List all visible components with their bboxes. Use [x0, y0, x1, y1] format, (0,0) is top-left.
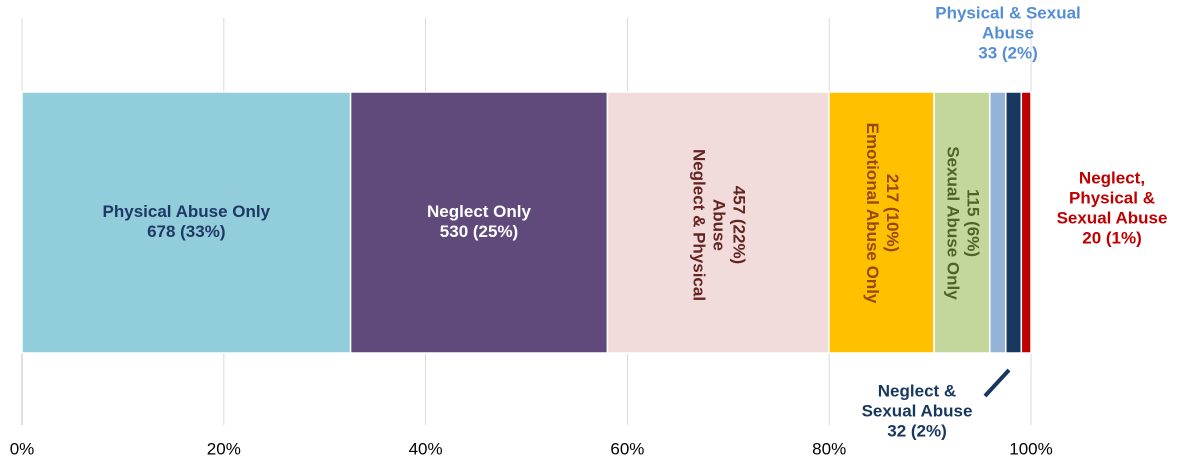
x-tick-label: 0% — [10, 439, 35, 458]
label-neglect-sexual-abuse: Neglect & Sexual Abuse 32 (2%) — [862, 381, 973, 440]
bar-sexual-abuse-only — [933, 91, 991, 354]
segment-labels: Physical Abuse Only 678 (33%) Neglect Only… — [103, 3, 1168, 440]
label-sexual-abuse-only: Sexual Abuse Only115 (6%) — [943, 146, 982, 300]
label-physical-abuse-only: Physical Abuse Only 678 (33%) — [103, 202, 271, 241]
bar-neglect-only — [349, 91, 609, 354]
bar-physical-abuse-only — [21, 91, 352, 354]
label-neglect-physical-abuse: Neglect & PhysicalAbuse457 (22%) — [690, 149, 749, 301]
bar-segments — [21, 91, 1032, 354]
x-tick-label: 60% — [610, 439, 644, 458]
bar-physical-sexual-abuse — [989, 91, 1007, 354]
x-tick-label: 80% — [812, 439, 846, 458]
label-emotional-abuse-only: Emotional Abuse Only217 (10%) — [863, 123, 902, 304]
leader-line — [983, 368, 1011, 398]
bar-neglect-sexual-abuse — [1005, 91, 1023, 354]
x-tick-label: 40% — [409, 439, 443, 458]
label-physical-sexual-abuse: Physical & Sexual Abuse 33 (2%) — [935, 3, 1081, 62]
label-neglect-physical-sexual-abuse: Neglect, Physical & Sexual Abuse 20 (1%) — [1057, 168, 1168, 247]
svg-text:Neglect & PhysicalAbuse457 (22: Neglect & PhysicalAbuse457 (22%) — [690, 149, 749, 301]
bar-emotional-abuse-only — [828, 91, 935, 354]
x-tick-label: 20% — [207, 439, 241, 458]
bar-neglect-physical-abuse — [606, 91, 830, 354]
svg-text:Sexual Abuse Only115 (6%): Sexual Abuse Only115 (6%) — [943, 146, 982, 300]
x-tick-label: 100% — [1009, 439, 1052, 458]
bar-neglect-physical-sexual-abuse — [1020, 91, 1032, 354]
label-neglect-only: Neglect Only 530 (25%) — [427, 202, 531, 241]
x-axis-ticks: 0% 20% 40% 60% 80% 100% — [10, 439, 1053, 458]
svg-text:Emotional Abuse Only217 (10%): Emotional Abuse Only217 (10%) — [863, 123, 902, 304]
